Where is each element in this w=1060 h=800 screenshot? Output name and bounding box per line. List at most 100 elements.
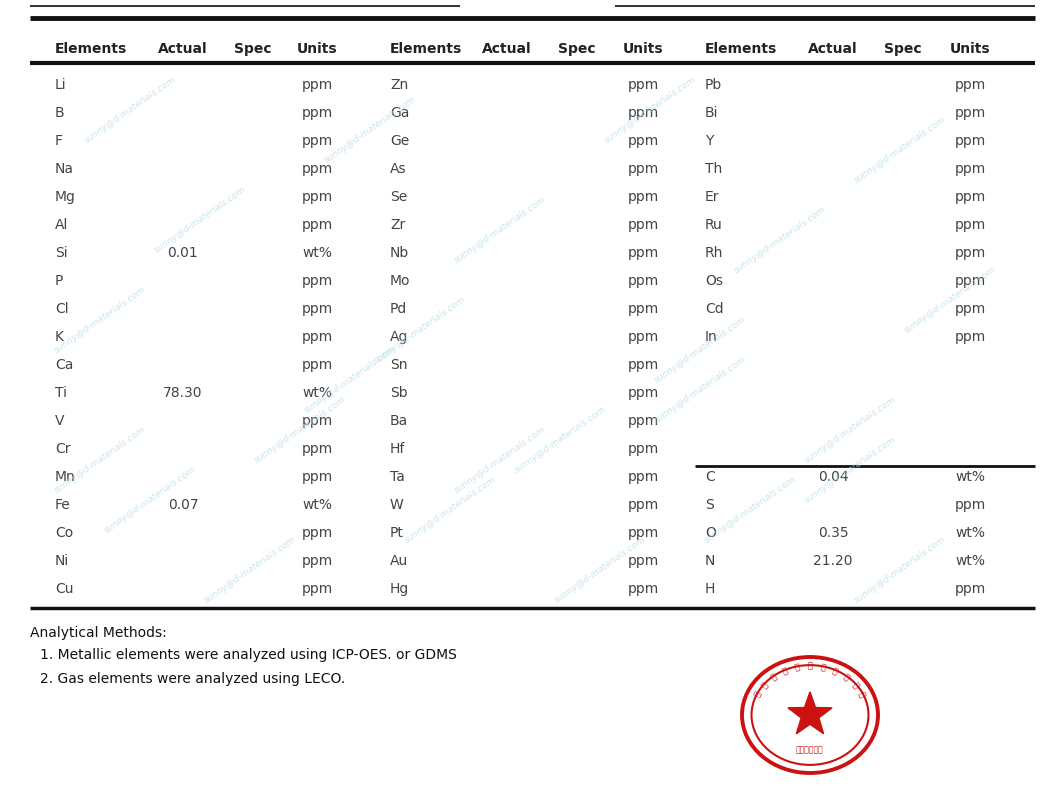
Text: sunny@d-materials.com: sunny@d-materials.com bbox=[852, 535, 948, 605]
Text: 康: 康 bbox=[770, 672, 779, 682]
Text: Cd: Cd bbox=[705, 302, 724, 316]
Text: Spec: Spec bbox=[234, 42, 271, 56]
Text: ppm: ppm bbox=[301, 190, 333, 204]
Text: ppm: ppm bbox=[628, 414, 658, 428]
Text: ppm: ppm bbox=[301, 442, 333, 456]
Text: Elements: Elements bbox=[55, 42, 127, 56]
Text: sunny@d-materials.com: sunny@d-materials.com bbox=[202, 535, 298, 605]
Text: Pb: Pb bbox=[705, 78, 722, 92]
Text: Au: Au bbox=[390, 554, 408, 568]
Text: ppm: ppm bbox=[628, 218, 658, 232]
Text: ppm: ppm bbox=[954, 330, 986, 344]
Text: Li: Li bbox=[55, 78, 67, 92]
Text: sunny@d-materials.com: sunny@d-materials.com bbox=[372, 295, 467, 365]
Text: 2. Gas elements were analyzed using LECO.: 2. Gas elements were analyzed using LECO… bbox=[40, 672, 346, 686]
Text: ppm: ppm bbox=[628, 358, 658, 372]
Text: Se: Se bbox=[390, 190, 407, 204]
Text: ppm: ppm bbox=[301, 414, 333, 428]
Text: sunny@d-materials.com: sunny@d-materials.com bbox=[52, 285, 147, 355]
Text: ppm: ppm bbox=[954, 498, 986, 512]
Text: sunny@d-materials.com: sunny@d-materials.com bbox=[552, 535, 648, 605]
Text: wt%: wt% bbox=[302, 498, 332, 512]
Text: Ru: Ru bbox=[705, 218, 723, 232]
Text: sunny@d-materials.com: sunny@d-materials.com bbox=[802, 435, 898, 505]
Text: sunny@d-materials.com: sunny@d-materials.com bbox=[602, 75, 697, 145]
Text: Pt: Pt bbox=[390, 526, 404, 540]
Text: Elements: Elements bbox=[390, 42, 462, 56]
Text: 沙: 沙 bbox=[760, 680, 770, 690]
Text: Ge: Ge bbox=[390, 134, 409, 148]
Text: sunny@d-materials.com: sunny@d-materials.com bbox=[732, 205, 828, 275]
Text: 赛: 赛 bbox=[781, 666, 790, 676]
Text: sunny@d-materials.com: sunny@d-materials.com bbox=[252, 395, 348, 465]
Text: Na: Na bbox=[55, 162, 74, 176]
Text: As: As bbox=[390, 162, 407, 176]
Text: Ga: Ga bbox=[390, 106, 409, 120]
Text: Pd: Pd bbox=[390, 302, 407, 316]
Text: sunny@d-materials.com: sunny@d-materials.com bbox=[512, 405, 607, 475]
Text: Ag: Ag bbox=[390, 330, 408, 344]
Text: Er: Er bbox=[705, 190, 720, 204]
Text: ppm: ppm bbox=[301, 526, 333, 540]
Text: wt%: wt% bbox=[955, 470, 985, 484]
Text: sunny@d-materials.com: sunny@d-materials.com bbox=[852, 115, 948, 185]
Text: Units: Units bbox=[622, 42, 664, 56]
Text: Bi: Bi bbox=[705, 106, 719, 120]
Text: Elements: Elements bbox=[705, 42, 777, 56]
Text: 新: 新 bbox=[794, 662, 800, 673]
Text: Actual: Actual bbox=[158, 42, 208, 56]
Text: Al: Al bbox=[55, 218, 69, 232]
Text: 料: 料 bbox=[819, 662, 827, 673]
Text: Mo: Mo bbox=[390, 274, 410, 288]
Text: ppm: ppm bbox=[628, 526, 658, 540]
Text: V: V bbox=[55, 414, 65, 428]
Text: 0.35: 0.35 bbox=[817, 526, 848, 540]
Polygon shape bbox=[788, 692, 832, 734]
Text: Cl: Cl bbox=[55, 302, 69, 316]
Text: ppm: ppm bbox=[628, 190, 658, 204]
Text: ppm: ppm bbox=[628, 302, 658, 316]
Text: ppm: ppm bbox=[628, 442, 658, 456]
Text: Spec: Spec bbox=[884, 42, 922, 56]
Text: ppm: ppm bbox=[954, 302, 986, 316]
Text: ppm: ppm bbox=[301, 330, 333, 344]
Text: In: In bbox=[705, 330, 718, 344]
Text: F: F bbox=[55, 134, 63, 148]
Text: ppm: ppm bbox=[954, 218, 986, 232]
Text: ppm: ppm bbox=[301, 106, 333, 120]
Text: ppm: ppm bbox=[301, 218, 333, 232]
Text: H: H bbox=[705, 582, 716, 596]
Text: Ba: Ba bbox=[390, 414, 408, 428]
Text: 限: 限 bbox=[842, 672, 851, 682]
Text: N: N bbox=[705, 554, 716, 568]
Text: ppm: ppm bbox=[628, 246, 658, 260]
Text: sunny@d-materials.com: sunny@d-materials.com bbox=[902, 265, 997, 335]
Text: sunny@d-materials.com: sunny@d-materials.com bbox=[153, 185, 248, 255]
Text: sunny@d-materials.com: sunny@d-materials.com bbox=[322, 95, 418, 165]
Text: B: B bbox=[55, 106, 65, 120]
Text: Mg: Mg bbox=[55, 190, 76, 204]
Text: Mn: Mn bbox=[55, 470, 75, 484]
Text: Sn: Sn bbox=[390, 358, 407, 372]
Text: Co: Co bbox=[55, 526, 73, 540]
Text: 0.07: 0.07 bbox=[167, 498, 198, 512]
Text: ppm: ppm bbox=[628, 470, 658, 484]
Text: Th: Th bbox=[705, 162, 722, 176]
Text: ppm: ppm bbox=[628, 134, 658, 148]
Text: Analytical Methods:: Analytical Methods: bbox=[30, 626, 166, 640]
Text: wt%: wt% bbox=[302, 246, 332, 260]
Text: ppm: ppm bbox=[954, 246, 986, 260]
Text: Nb: Nb bbox=[390, 246, 409, 260]
Text: ppm: ppm bbox=[954, 134, 986, 148]
Text: sunny@d-materials.com: sunny@d-materials.com bbox=[453, 195, 548, 265]
Text: ppm: ppm bbox=[628, 162, 658, 176]
Text: ppm: ppm bbox=[301, 582, 333, 596]
Text: Spec: Spec bbox=[559, 42, 596, 56]
Text: sunny@d-materials.com: sunny@d-materials.com bbox=[653, 315, 747, 385]
Text: ppm: ppm bbox=[628, 554, 658, 568]
Text: ppm: ppm bbox=[301, 162, 333, 176]
Text: ppm: ppm bbox=[301, 554, 333, 568]
Text: sunny@d-materials.com: sunny@d-materials.com bbox=[802, 395, 898, 465]
Text: 有: 有 bbox=[831, 666, 840, 676]
Text: ppm: ppm bbox=[301, 302, 333, 316]
